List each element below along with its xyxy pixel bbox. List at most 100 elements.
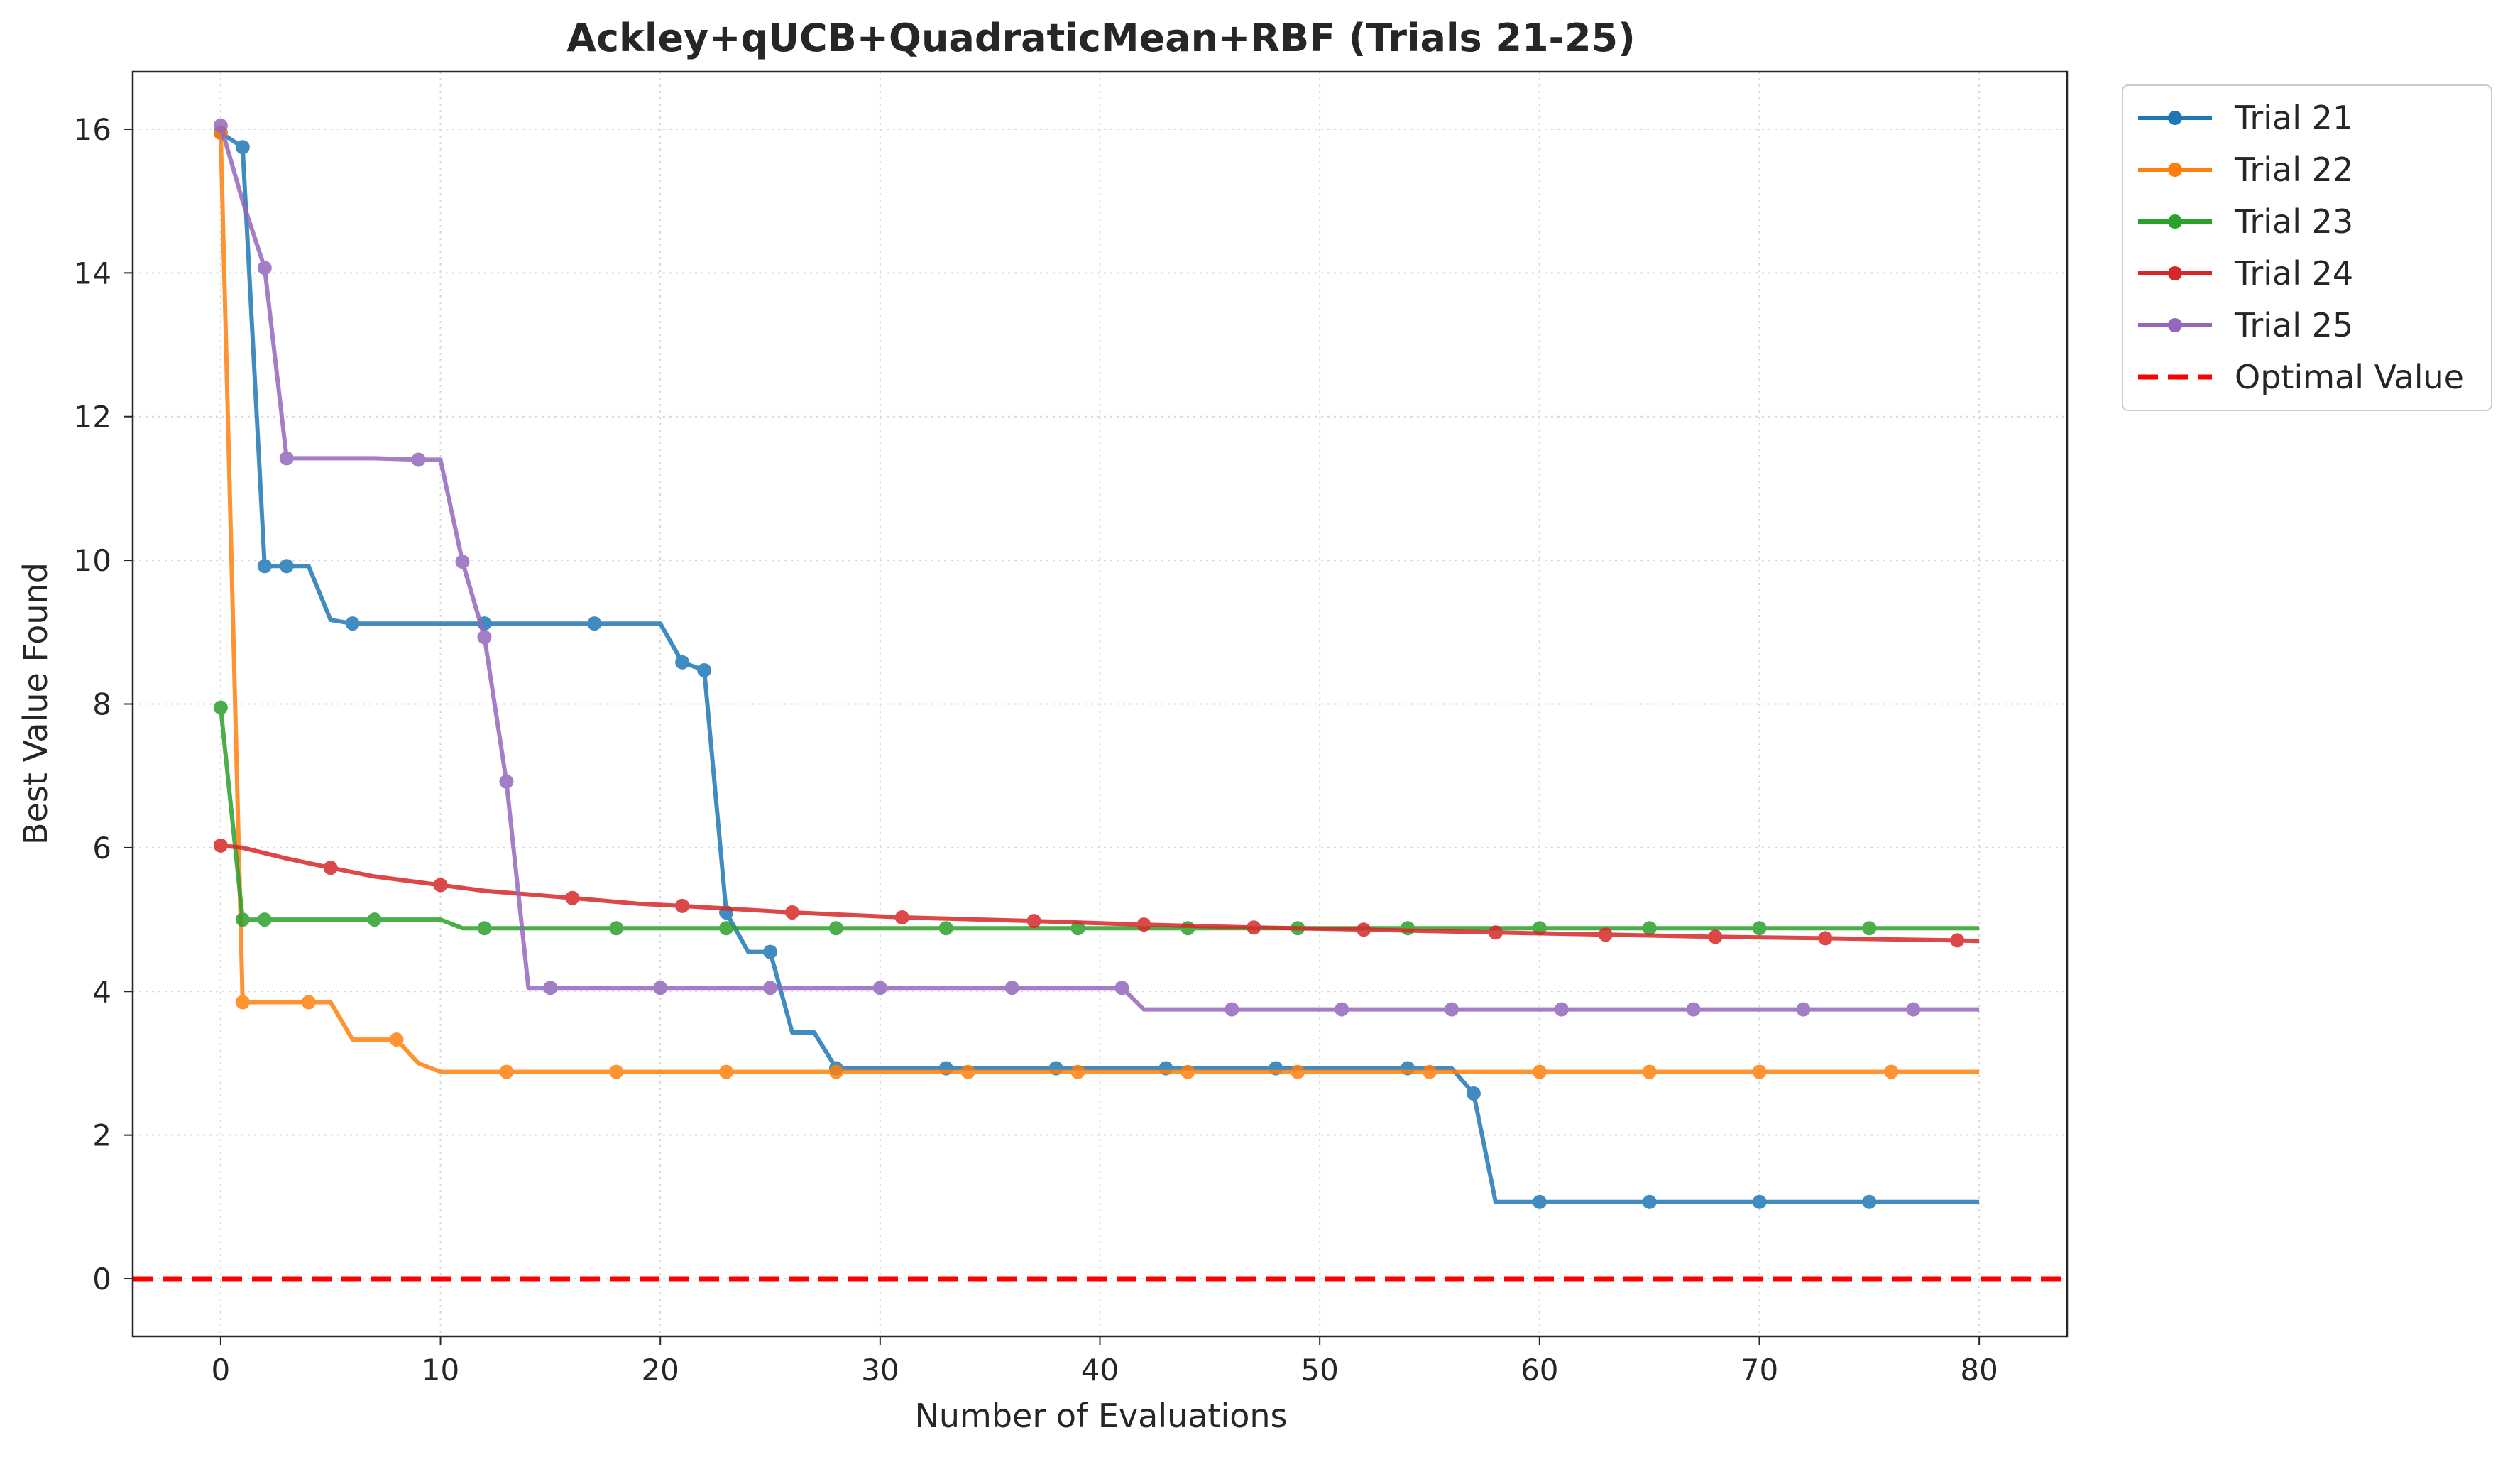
data-point [763,981,778,995]
x-tick-label: 30 [861,1353,899,1387]
data-point [1114,981,1129,995]
data-point [323,861,338,875]
data-point [653,981,668,995]
data-point [1554,1002,1569,1017]
legend-marker [2168,318,2182,332]
series-layer [213,118,1980,1209]
data-point [675,898,690,913]
series-5 [213,118,1980,1017]
legend-item: Trial 25 [2138,306,2353,344]
y-tick-label: 2 [92,1118,111,1153]
legend-item: Trial 22 [2138,151,2353,189]
data-point [477,921,492,936]
y-tick-label: 12 [74,400,111,435]
series-3 [213,700,1980,936]
legend-label: Trial 23 [2234,202,2353,241]
data-point [1906,1002,1921,1017]
data-point [1686,1002,1701,1017]
data-point [609,921,624,936]
data-point [345,616,360,631]
legend-label: Trial 22 [2234,151,2353,189]
data-point [1862,921,1877,936]
y-tick-label: 8 [92,687,111,722]
legend-label: Trial 21 [2234,99,2353,137]
data-point [543,981,558,995]
data-point [1708,929,1723,944]
series-line [218,707,1980,931]
legend: Trial 21 Trial 22 Trial 23 Trial 24 Trial 25… [2122,84,2492,411]
x-tick-label: 10 [422,1353,459,1387]
data-point [609,1064,624,1079]
y-tick-label: 16 [74,112,111,147]
legend-item: Trial 23 [2138,202,2353,241]
data-point [1291,1064,1305,1079]
data-point [1642,921,1657,936]
x-tick-label: 20 [641,1353,679,1387]
y-tick-label: 10 [74,543,111,578]
data-point [1752,1064,1767,1079]
x-tick-label: 0 [211,1353,230,1387]
data-point [1884,1064,1899,1079]
data-point [279,451,294,466]
data-point [1444,1002,1459,1017]
data-point [763,944,778,959]
data-point [1225,1002,1239,1017]
data-point [1401,921,1415,936]
data-point [499,1064,514,1079]
data-point [213,118,228,133]
data-point [894,910,909,925]
data-point [1950,933,1965,948]
x-tick-label: 50 [1300,1353,1338,1387]
y-tick-label: 0 [92,1262,111,1297]
data-point [1532,1194,1547,1209]
data-point [1004,981,1019,995]
legend-item: Trial 24 [2138,254,2353,293]
chart-title: Ackley+qUCB+QuadraticMean+RBF (Trials 21… [566,16,1636,60]
data-point [1796,1002,1811,1017]
series-line [219,131,1980,1204]
legend-item: Trial 21 [2138,99,2353,137]
data-point [1532,1064,1547,1079]
x-tick-label: 70 [1741,1353,1778,1387]
data-point [1136,917,1151,932]
data-point [1752,1194,1767,1209]
data-point [1335,1002,1349,1017]
y-tick-label: 6 [92,831,111,866]
x-axis-label: Number of Evaluations [914,1397,1287,1435]
legend-label: Trial 25 [2234,306,2353,344]
data-point [301,995,316,1010]
ticks: 0 10 20 30 40 50 60 70 80 0 2 4 6 8 10 12 14 16 [74,112,1998,1387]
legend-marker [2168,111,2182,125]
data-point [499,774,514,789]
data-point [213,700,228,715]
data-point [675,655,690,670]
series-line [220,843,1980,944]
data-point [784,905,799,920]
data-point [235,995,250,1010]
legend-frame [2122,84,2492,411]
data-point [872,981,887,995]
data-point [1488,925,1503,940]
grid [133,72,2067,1336]
data-point [433,878,448,893]
legend-label: Optimal Value [2235,358,2464,396]
data-point [235,912,250,927]
legend-marker [2168,163,2182,177]
data-point [697,662,712,677]
series-line [219,125,1980,1012]
data-point [213,838,228,853]
data-point [1180,1064,1195,1079]
data-point [1466,1086,1481,1101]
data-point [587,616,602,631]
legend-item: Optimal Value [2138,358,2464,396]
y-tick-label: 4 [92,974,111,1009]
data-point [938,921,953,936]
x-tick-label: 40 [1081,1353,1119,1387]
data-point [1752,921,1767,936]
legend-marker [2168,214,2182,229]
data-point [257,261,272,275]
data-point [960,1064,975,1079]
data-point [1642,1064,1657,1079]
data-point [1070,1064,1085,1079]
data-point [1422,1064,1437,1079]
